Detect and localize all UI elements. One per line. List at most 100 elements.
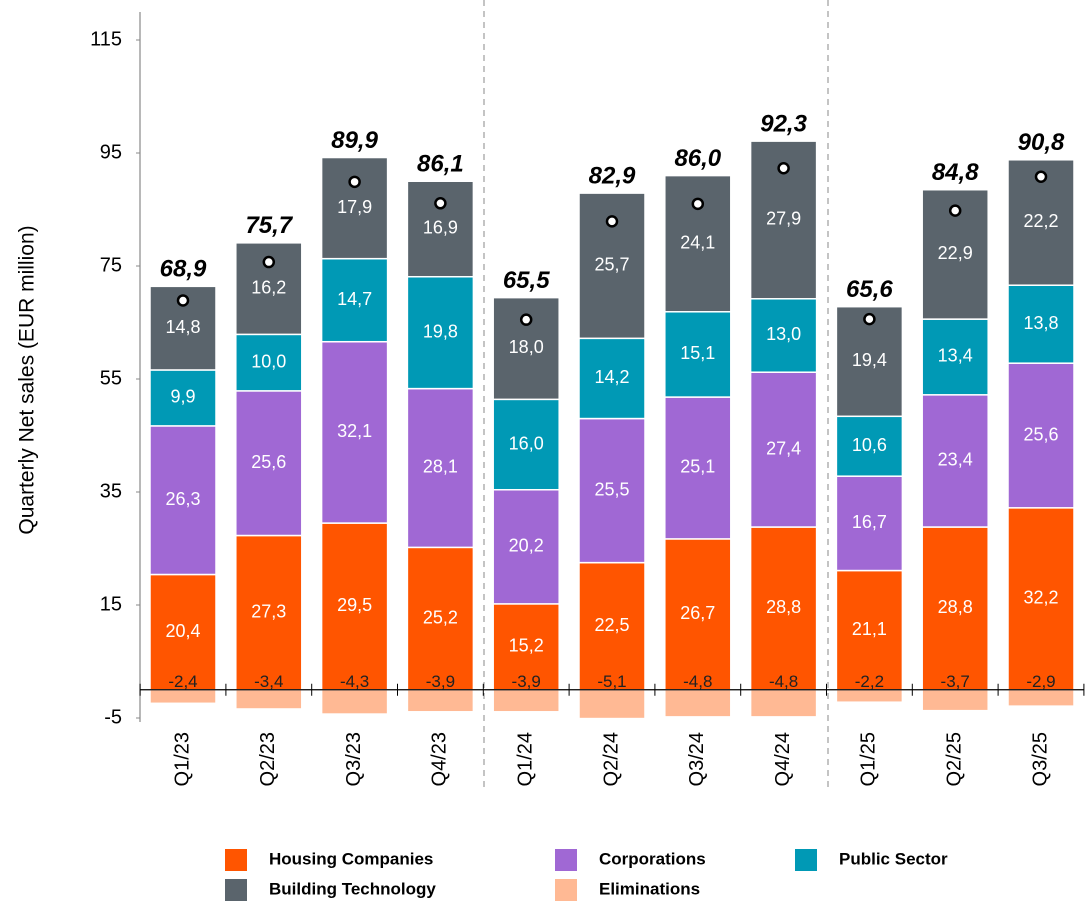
data-label: 27,4 (766, 438, 801, 458)
bar-segment (1007, 362, 1075, 509)
y-tick-label: 55 (100, 367, 122, 389)
legend-label: Building Technology (269, 879, 436, 898)
data-label: 13,8 (1023, 313, 1058, 333)
data-label: 28,8 (938, 597, 973, 617)
total-dot (519, 313, 533, 326)
data-label: -4,8 (769, 672, 798, 691)
bar-segment (149, 689, 217, 705)
bar-segment (921, 394, 989, 528)
bar-segment (664, 174, 732, 313)
bar-segment (492, 603, 560, 691)
bar-segment (149, 425, 217, 576)
data-label: 32,2 (1023, 588, 1058, 608)
bar-segment (664, 396, 732, 540)
bar-segment (749, 526, 818, 691)
bar-segment (320, 689, 389, 715)
bar-segment (320, 340, 389, 524)
bar-segment (835, 475, 904, 572)
total-label: 92,3 (760, 110, 807, 137)
data-label: 20,4 (165, 621, 200, 641)
y-tick-label: 15 (100, 593, 122, 615)
total-dot (348, 175, 361, 189)
legend-label: Corporations (599, 849, 706, 868)
data-label: -3,9 (512, 672, 541, 691)
data-label: 25,6 (1023, 424, 1058, 444)
bar-segment (749, 371, 818, 528)
data-label: 24,1 (680, 232, 715, 252)
bar-segment (492, 398, 560, 491)
data-label: -4,3 (340, 672, 369, 691)
legend-swatch (225, 879, 247, 901)
legend-swatch (555, 849, 577, 871)
data-label: 16,2 (251, 277, 286, 297)
total-label: 90,8 (1018, 129, 1065, 156)
data-label: 27,9 (766, 209, 801, 229)
bar-segment (492, 689, 560, 713)
total-label: 89,9 (331, 127, 378, 154)
data-label: -2,4 (168, 672, 197, 691)
legend-label: Eliminations (599, 879, 700, 898)
y-tick-label: 95 (100, 141, 122, 163)
bar-segment (578, 337, 646, 420)
y-tick-label: -5 (104, 706, 122, 728)
data-label: 25,6 (251, 452, 286, 472)
x-tick-label: Q1/23 (171, 732, 193, 786)
bar-segment (578, 561, 646, 691)
data-label: 25,7 (594, 254, 629, 274)
x-tick-label: Q2/25 (943, 732, 965, 786)
data-label: 27,3 (251, 601, 286, 621)
data-label: 21,1 (852, 619, 887, 639)
bar-segment (149, 573, 217, 691)
legend-label: Public Sector (839, 849, 948, 868)
bar-segment (835, 569, 904, 691)
data-label: 22,2 (1023, 211, 1058, 231)
bar-segment (664, 689, 732, 718)
total-dot (777, 162, 790, 175)
data-label: 20,2 (509, 536, 544, 556)
x-tick-label: Q2/24 (600, 732, 622, 786)
total-dot (605, 215, 619, 228)
bar-segment (664, 311, 732, 398)
total-dot (691, 197, 705, 211)
legend-swatch (555, 879, 577, 901)
bar-segment (1007, 284, 1075, 364)
total-label: 65,5 (503, 267, 550, 294)
bar-segment (320, 156, 389, 260)
total-label: 86,0 (674, 145, 721, 172)
data-label: -3,9 (426, 672, 455, 691)
x-tick-label: Q2/23 (257, 732, 279, 786)
y-tick-label: 75 (100, 254, 122, 276)
x-tick-label: Q4/24 (772, 732, 794, 786)
y-tick-label: 35 (100, 480, 122, 502)
bar-segment (749, 689, 818, 718)
data-label: 28,8 (766, 597, 801, 617)
data-label: 25,1 (680, 457, 715, 477)
y-axis-label: Quarterly Net sales (EUR million) (16, 225, 39, 534)
bar-segment (835, 415, 904, 477)
data-label: 29,5 (337, 595, 372, 615)
data-label: 14,7 (337, 289, 372, 309)
bar-segment (664, 538, 732, 691)
x-tick-label: Q3/25 (1029, 732, 1051, 786)
total-dot (434, 197, 447, 210)
bar-segment (492, 488, 560, 605)
legend-swatch (795, 849, 817, 871)
data-label: 10,0 (251, 351, 286, 371)
data-label: 28,1 (423, 457, 458, 477)
data-label: -4,8 (683, 672, 712, 691)
total-dot (262, 255, 276, 269)
bar-segment (921, 318, 989, 396)
x-tick-label: Q1/25 (858, 732, 880, 786)
total-dot (948, 204, 962, 217)
bar-segment (921, 689, 989, 712)
bar-segment (406, 689, 475, 713)
data-label: 19,4 (852, 350, 887, 370)
data-label: 13,4 (938, 346, 973, 366)
data-label: 16,9 (423, 218, 458, 238)
data-label: 25,2 (423, 607, 458, 627)
legend-label: Housing Companies (269, 849, 433, 868)
x-tick-label: Q1/24 (514, 732, 536, 786)
data-label: 22,9 (938, 243, 973, 263)
data-label: 26,3 (165, 489, 200, 509)
total-label: 86,1 (417, 151, 464, 178)
